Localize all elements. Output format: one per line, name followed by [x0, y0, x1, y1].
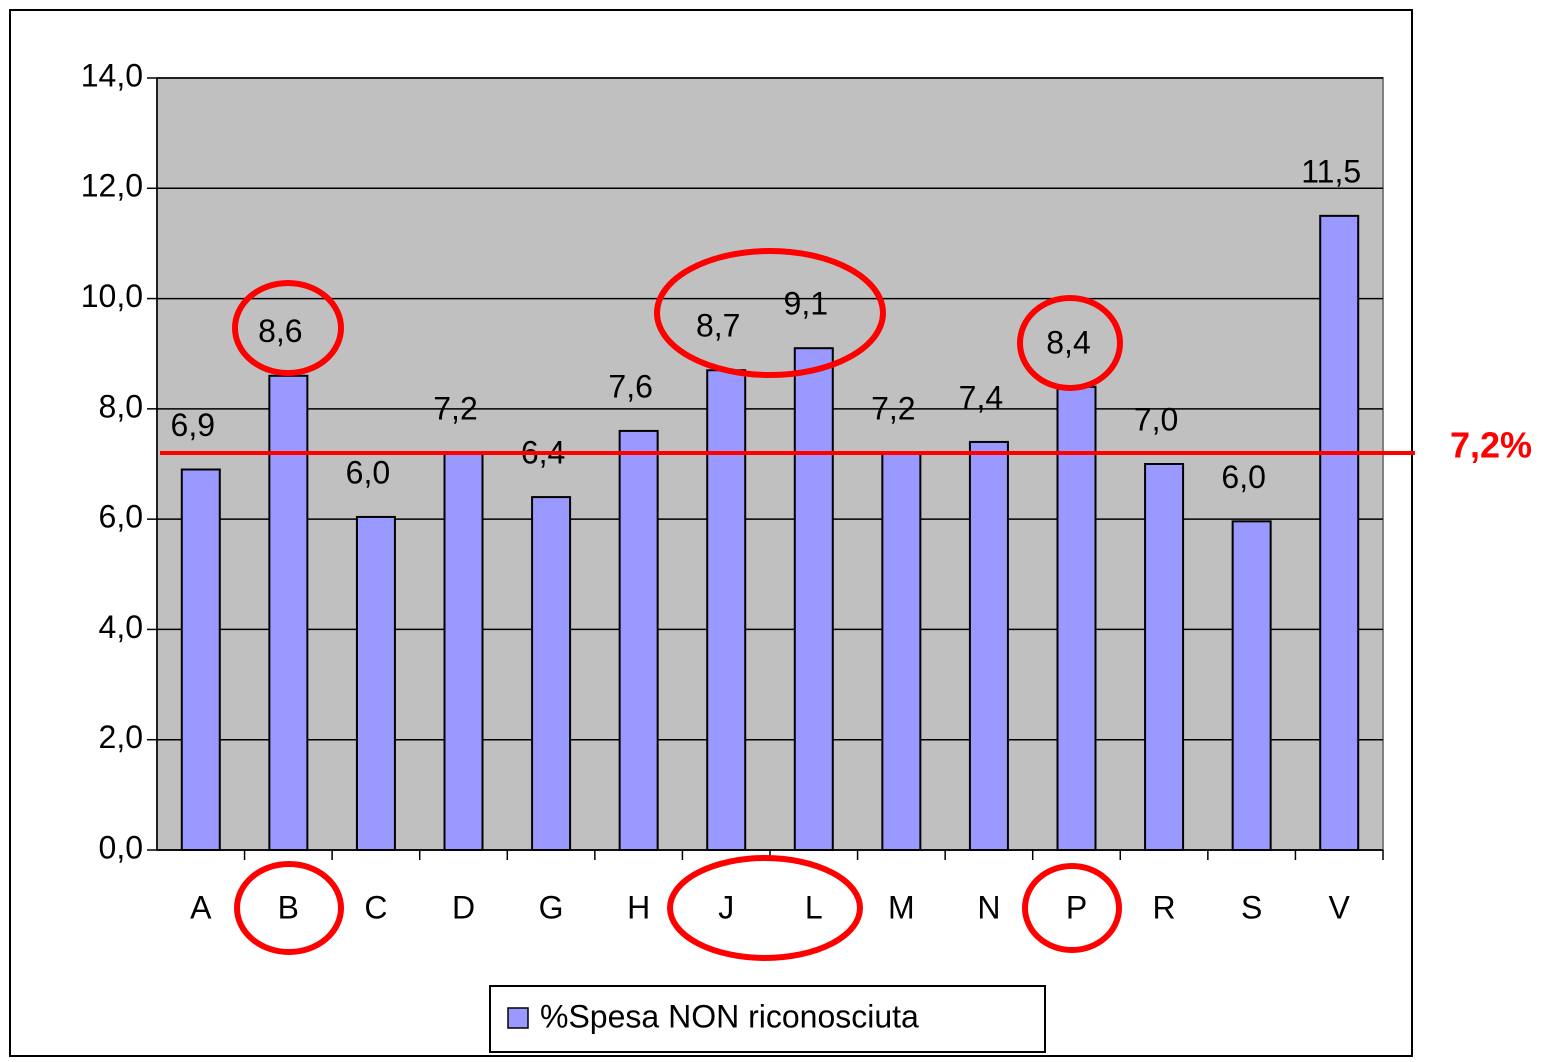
value-label: 9,1 — [784, 286, 828, 322]
x-tick-label: M — [888, 889, 915, 925]
value-label: 8,7 — [696, 308, 740, 344]
bar — [706, 369, 747, 851]
bar — [180, 468, 221, 851]
highlight-ellipse — [1022, 863, 1122, 953]
x-tick-label: P — [1066, 889, 1087, 925]
x-tick-label: R — [1153, 889, 1176, 925]
bar — [531, 496, 572, 851]
y-tick-label: 14,0 — [81, 57, 143, 93]
x-tick-label: C — [364, 889, 387, 925]
bar — [1144, 463, 1185, 851]
legend-swatch — [507, 1007, 529, 1029]
reference-label: 7,2% — [1450, 424, 1532, 465]
x-tick-label: L — [805, 889, 823, 925]
value-label: 8,4 — [1046, 324, 1090, 360]
bar — [793, 347, 834, 851]
y-tick-label: 10,0 — [81, 278, 143, 314]
x-tick-label: S — [1241, 889, 1262, 925]
x-tick-label: N — [977, 889, 1000, 925]
bar — [1231, 520, 1272, 851]
bar — [1319, 214, 1360, 852]
highlight-ellipse — [654, 248, 886, 378]
y-tick-label: 0,0 — [99, 829, 143, 865]
value-label: 11,5 — [1301, 153, 1361, 189]
bar — [1056, 385, 1097, 851]
highlight-ellipse — [1017, 295, 1123, 391]
value-label: 7,0 — [1134, 401, 1178, 437]
value-label: 7,2 — [433, 390, 477, 426]
value-label: 7,2 — [871, 390, 915, 426]
x-tick-label: D — [452, 889, 475, 925]
bar — [443, 451, 484, 851]
highlight-ellipse — [667, 855, 863, 961]
x-tick-label: J — [718, 889, 734, 925]
value-label: 6,9 — [171, 407, 215, 443]
highlight-ellipse — [232, 280, 344, 376]
bar — [881, 451, 922, 851]
x-tick-label: G — [539, 889, 564, 925]
y-tick-label: 2,0 — [99, 719, 143, 755]
legend-box — [489, 985, 1046, 1053]
y-tick-label: 12,0 — [81, 168, 143, 204]
plot-area — [156, 77, 1384, 851]
x-tick-label: H — [627, 889, 650, 925]
value-label: 6,0 — [1221, 459, 1265, 495]
y-tick-label: 6,0 — [99, 499, 143, 535]
bar — [618, 429, 659, 851]
value-label: 7,4 — [959, 379, 1003, 415]
bar — [968, 440, 1009, 851]
bar — [268, 374, 309, 851]
value-label: 6,0 — [346, 454, 390, 490]
bar — [355, 515, 396, 851]
highlights — [232, 248, 1123, 961]
y-tick-label: 4,0 — [99, 609, 143, 645]
value-label: 7,6 — [608, 368, 652, 404]
value-label: 8,6 — [258, 313, 302, 349]
y-tick-label: 8,0 — [99, 388, 143, 424]
x-tick-label: A — [190, 889, 212, 925]
x-tick-label: V — [1329, 889, 1351, 925]
x-tick-label: B — [278, 889, 299, 925]
highlight-ellipse — [234, 861, 344, 955]
legend-label: %Spesa NON riconosciuta — [540, 998, 919, 1034]
